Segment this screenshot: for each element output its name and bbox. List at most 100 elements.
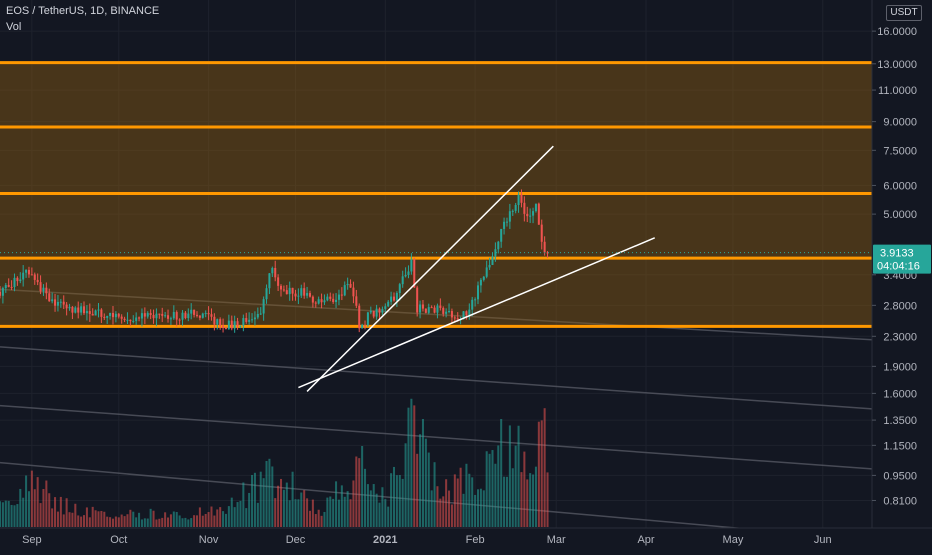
volume-bar bbox=[193, 515, 196, 527]
candle-body bbox=[274, 267, 277, 278]
candle-body bbox=[74, 307, 77, 313]
candle-body bbox=[279, 285, 283, 290]
candle-body bbox=[277, 277, 280, 286]
candle-body bbox=[117, 313, 120, 317]
candle-body bbox=[138, 317, 141, 319]
volume-bar bbox=[7, 500, 10, 527]
candle-body bbox=[265, 288, 268, 300]
candle-body bbox=[526, 213, 529, 217]
volume-bar bbox=[291, 471, 294, 527]
volume-bar bbox=[94, 510, 97, 527]
candle-body bbox=[33, 274, 36, 280]
candle-body bbox=[216, 319, 219, 325]
volume-bar bbox=[149, 508, 152, 527]
volume-bar bbox=[103, 511, 106, 527]
candle-body bbox=[56, 301, 59, 306]
candle-body bbox=[25, 269, 28, 273]
price-axis-label: 1.3500 bbox=[883, 415, 917, 427]
time-axis-label: Jun bbox=[814, 534, 832, 546]
volume-bar bbox=[68, 512, 71, 527]
volume-bar bbox=[219, 507, 222, 527]
price-axis-label: 13.0000 bbox=[877, 59, 917, 71]
volume-bar bbox=[445, 479, 448, 527]
trendline bbox=[306, 145, 554, 392]
volume-bar bbox=[224, 513, 227, 527]
candle-body bbox=[123, 318, 126, 321]
candle-body bbox=[392, 296, 396, 301]
volume-bar bbox=[114, 516, 117, 527]
volume-bar bbox=[335, 481, 338, 527]
candle-body bbox=[520, 194, 523, 203]
volume-bar bbox=[505, 476, 508, 527]
candle-body bbox=[387, 301, 390, 307]
candle-body bbox=[479, 279, 482, 286]
candle-body bbox=[529, 215, 532, 217]
volume-bar bbox=[222, 511, 225, 527]
candle-body bbox=[401, 276, 404, 285]
time-axis-label: Apr bbox=[637, 534, 654, 546]
candle-body bbox=[294, 293, 297, 297]
volume-bar bbox=[500, 419, 503, 527]
candle-body bbox=[332, 298, 335, 303]
volume-bar bbox=[326, 497, 329, 527]
volume-bar bbox=[384, 499, 387, 527]
volume-bar bbox=[355, 456, 358, 527]
volume-bar bbox=[36, 477, 39, 527]
candle-body bbox=[407, 271, 410, 275]
volume-bar bbox=[546, 472, 549, 527]
candle-body bbox=[132, 320, 135, 322]
volume-bar bbox=[259, 471, 262, 527]
volume-bar bbox=[230, 497, 233, 527]
candle-body bbox=[54, 299, 57, 306]
candle-body bbox=[517, 194, 520, 205]
volume-bar bbox=[65, 498, 68, 527]
candle-body bbox=[471, 299, 474, 310]
candle-body bbox=[497, 241, 500, 250]
volume-bar bbox=[126, 514, 129, 527]
candle-body bbox=[352, 287, 355, 297]
volume-bar bbox=[404, 443, 407, 527]
price-axis-label: 11.0000 bbox=[878, 85, 917, 97]
volume-bar bbox=[491, 450, 494, 527]
volume-bar bbox=[198, 507, 201, 527]
candle-body bbox=[503, 221, 506, 229]
volume-bar bbox=[181, 518, 184, 527]
volume-bar bbox=[514, 445, 517, 527]
candle-body bbox=[282, 289, 285, 291]
volume-bar bbox=[48, 493, 51, 527]
candle-body bbox=[149, 313, 152, 315]
volume-bar bbox=[421, 419, 424, 527]
candle-body bbox=[129, 319, 132, 322]
symbol-title: EOS / TetherUS, 1D, BINANCE bbox=[6, 5, 160, 17]
candle-body bbox=[300, 288, 303, 296]
last-price-badge bbox=[873, 244, 931, 274]
candle-body bbox=[222, 325, 225, 328]
candle-body bbox=[13, 277, 16, 288]
volume-bar bbox=[274, 498, 277, 527]
candle-body bbox=[439, 305, 442, 308]
volume-bar bbox=[433, 462, 436, 527]
volume-bar bbox=[158, 518, 161, 527]
time-axis-label: Nov bbox=[199, 534, 219, 546]
volume-bar bbox=[468, 473, 471, 527]
candle-body bbox=[445, 311, 448, 314]
volume-bar bbox=[511, 468, 514, 527]
volume-bar bbox=[233, 507, 236, 527]
volume-bar bbox=[523, 451, 526, 527]
price-axis-label: 7.5000 bbox=[883, 145, 917, 157]
volume-bar bbox=[265, 460, 268, 527]
currency-badge[interactable]: USDT bbox=[886, 5, 922, 21]
candle-body bbox=[207, 313, 210, 315]
candle-body bbox=[16, 277, 19, 282]
volume-bar bbox=[300, 492, 303, 527]
volume-bar bbox=[19, 488, 22, 527]
volume-bar bbox=[508, 425, 511, 527]
volume-bar bbox=[430, 490, 433, 527]
candle-body bbox=[476, 285, 480, 300]
candle-body bbox=[337, 294, 340, 300]
volume-label: Vol bbox=[6, 21, 22, 33]
volume-bar bbox=[25, 475, 28, 527]
channel-line bbox=[0, 288, 873, 341]
